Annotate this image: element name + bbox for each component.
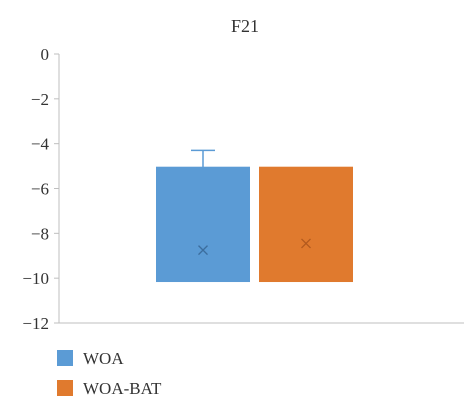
- chart-title: F21: [231, 16, 259, 36]
- legend-label-woa-bat: WOA-BAT: [83, 379, 162, 398]
- y-tick-label: −8: [31, 224, 49, 243]
- y-tick-label: −2: [31, 90, 49, 109]
- legend-label-woa: WOA: [83, 349, 124, 368]
- mean-marker-woa-bat: [301, 238, 311, 249]
- mean-marker-woa: [198, 245, 208, 256]
- y-tick-label: −12: [22, 314, 49, 333]
- y-tick-label: −6: [31, 180, 49, 199]
- y-tick-label: −10: [22, 269, 49, 288]
- series-group: [156, 149, 353, 283]
- legend: WOA WOA-BAT: [57, 349, 162, 398]
- box-woa-bat: [259, 166, 353, 283]
- legend-swatch-woa-bat: [57, 380, 73, 396]
- legend-swatch-woa: [57, 350, 73, 366]
- y-tick-label: −4: [31, 135, 50, 154]
- box-woa: [156, 166, 250, 283]
- y-tick-label: 0: [41, 45, 50, 64]
- y-tick-group: 0 −2 −4 −6 −8 −10 −12: [22, 45, 59, 333]
